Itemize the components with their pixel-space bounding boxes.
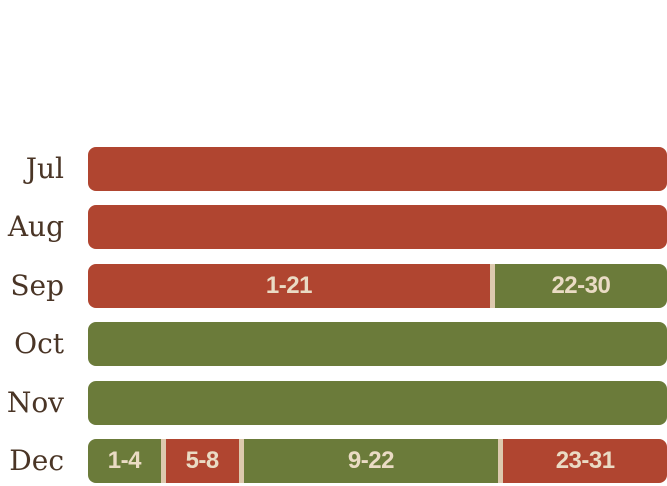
segment-label: 1-21 [265, 271, 313, 299]
month-label: Nov [6, 385, 64, 419]
month-label: Aug [7, 210, 64, 244]
month-row-oct: Oct [0, 322, 667, 367]
month-bar: 1-4 5-8 9-22 23-31 [88, 439, 667, 483]
month-row-sep: Sep 1-21 22-30 [0, 263, 667, 308]
segment-label: 5-8 [185, 447, 220, 474]
month-row-aug: Aug [0, 205, 667, 250]
month-label: Sep [10, 268, 64, 302]
month-bar [88, 147, 667, 191]
month-bar: 1-21 22-30 [88, 263, 667, 308]
month-label: Jul [25, 152, 64, 185]
segment-label: 22-30 [551, 271, 611, 299]
bar-segment-green [88, 322, 667, 367]
month-row-jul: Jul [0, 147, 667, 191]
bar-segment-red [88, 147, 667, 191]
bar-segment-red: 23-31 [498, 439, 667, 483]
month-label: Dec [9, 444, 64, 477]
bar-segment-red: 5-8 [160, 439, 239, 483]
segment-label: 9-22 [347, 447, 395, 474]
bar-segment-red [88, 205, 667, 250]
month-bar [88, 205, 667, 250]
bar-segment-green [88, 380, 667, 425]
month-bar [88, 322, 667, 367]
bar-segment-red: 1-21 [88, 263, 490, 308]
month-row-nov: Nov [0, 380, 667, 425]
bar-segment-green: 1-4 [88, 439, 161, 483]
month-row-dec: Dec 1-4 5-8 9-22 23-31 [0, 439, 667, 483]
month-label: Oct [14, 327, 64, 361]
bar-segment-green: 22-30 [489, 263, 667, 308]
segment-label: 1-4 [107, 447, 142, 474]
bar-segment-green: 9-22 [238, 439, 499, 483]
month-bar [88, 380, 667, 425]
segment-label: 23-31 [555, 447, 615, 474]
